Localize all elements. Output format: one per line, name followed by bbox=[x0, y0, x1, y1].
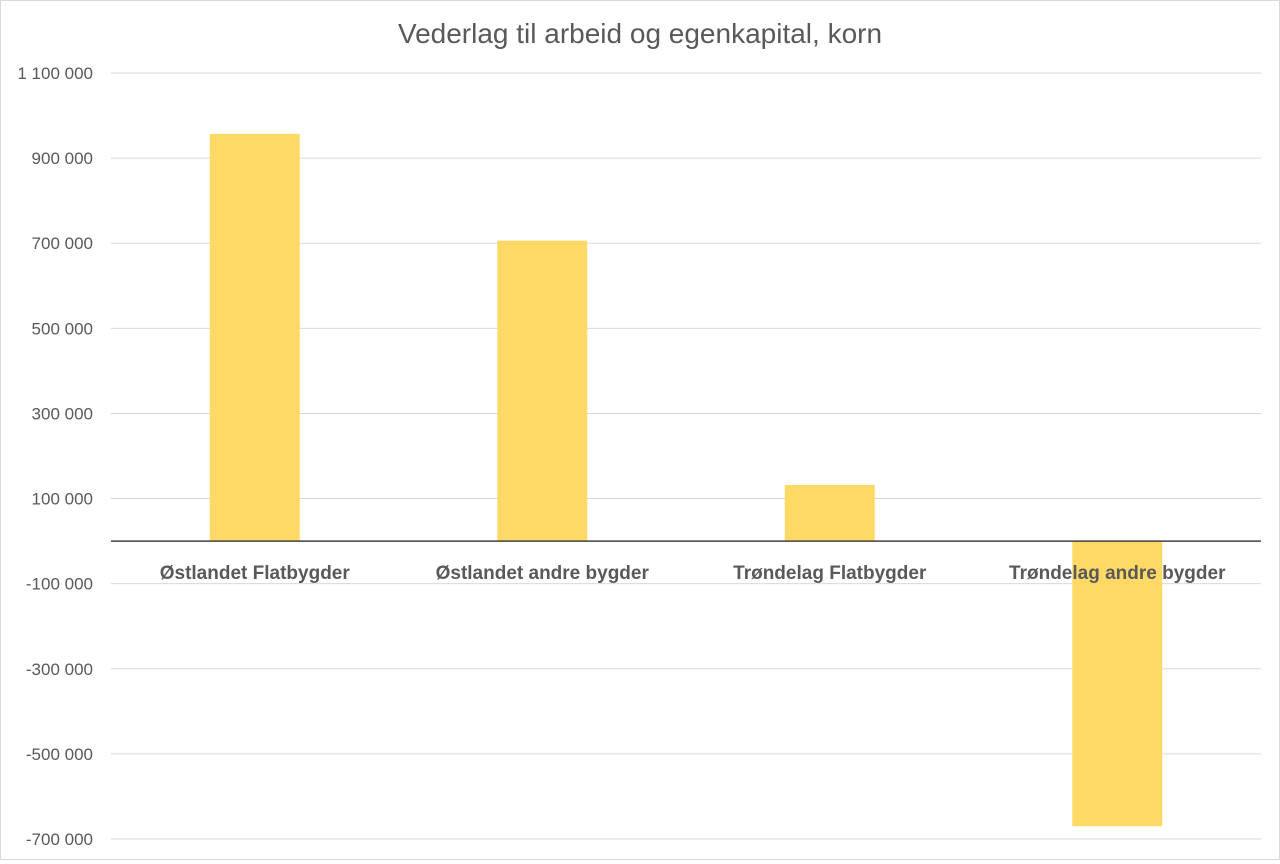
x-category-label: Trøndelag andre bygder bbox=[1009, 563, 1226, 584]
y-tick-label: 500 000 bbox=[32, 319, 93, 338]
y-tick-label: 100 000 bbox=[32, 490, 93, 509]
bar bbox=[1072, 541, 1163, 827]
y-tick-label: 1 100 000 bbox=[17, 64, 93, 83]
x-axis-labels: Østlandet Flatbygder Østlandet andre bygd… bbox=[160, 563, 1226, 584]
y-tick-label: 300 000 bbox=[32, 404, 93, 423]
bar bbox=[497, 240, 588, 542]
x-category-label: Østlandet andre bygder bbox=[436, 563, 650, 584]
x-category-label: Trøndelag Flatbygder bbox=[733, 563, 927, 584]
y-tick-label: 900 000 bbox=[32, 149, 93, 168]
y-tick-label: -100 000 bbox=[26, 575, 93, 594]
bars bbox=[209, 133, 1163, 827]
y-tick-label: 700 000 bbox=[32, 234, 93, 253]
bar bbox=[784, 484, 875, 542]
gridlines bbox=[111, 72, 1261, 840]
y-tick-label: -300 000 bbox=[26, 660, 93, 679]
y-axis-ticks: 1 100 000 900 000 700 000 500 000 300 000 100… bbox=[17, 64, 93, 849]
bar bbox=[209, 133, 300, 542]
y-tick-label: -500 000 bbox=[26, 745, 93, 764]
chart-title: Vederlag til arbeid og egenkapital, korn bbox=[398, 18, 882, 49]
x-category-label: Østlandet Flatbygder bbox=[160, 563, 351, 584]
y-tick-label: -700 000 bbox=[26, 830, 93, 849]
